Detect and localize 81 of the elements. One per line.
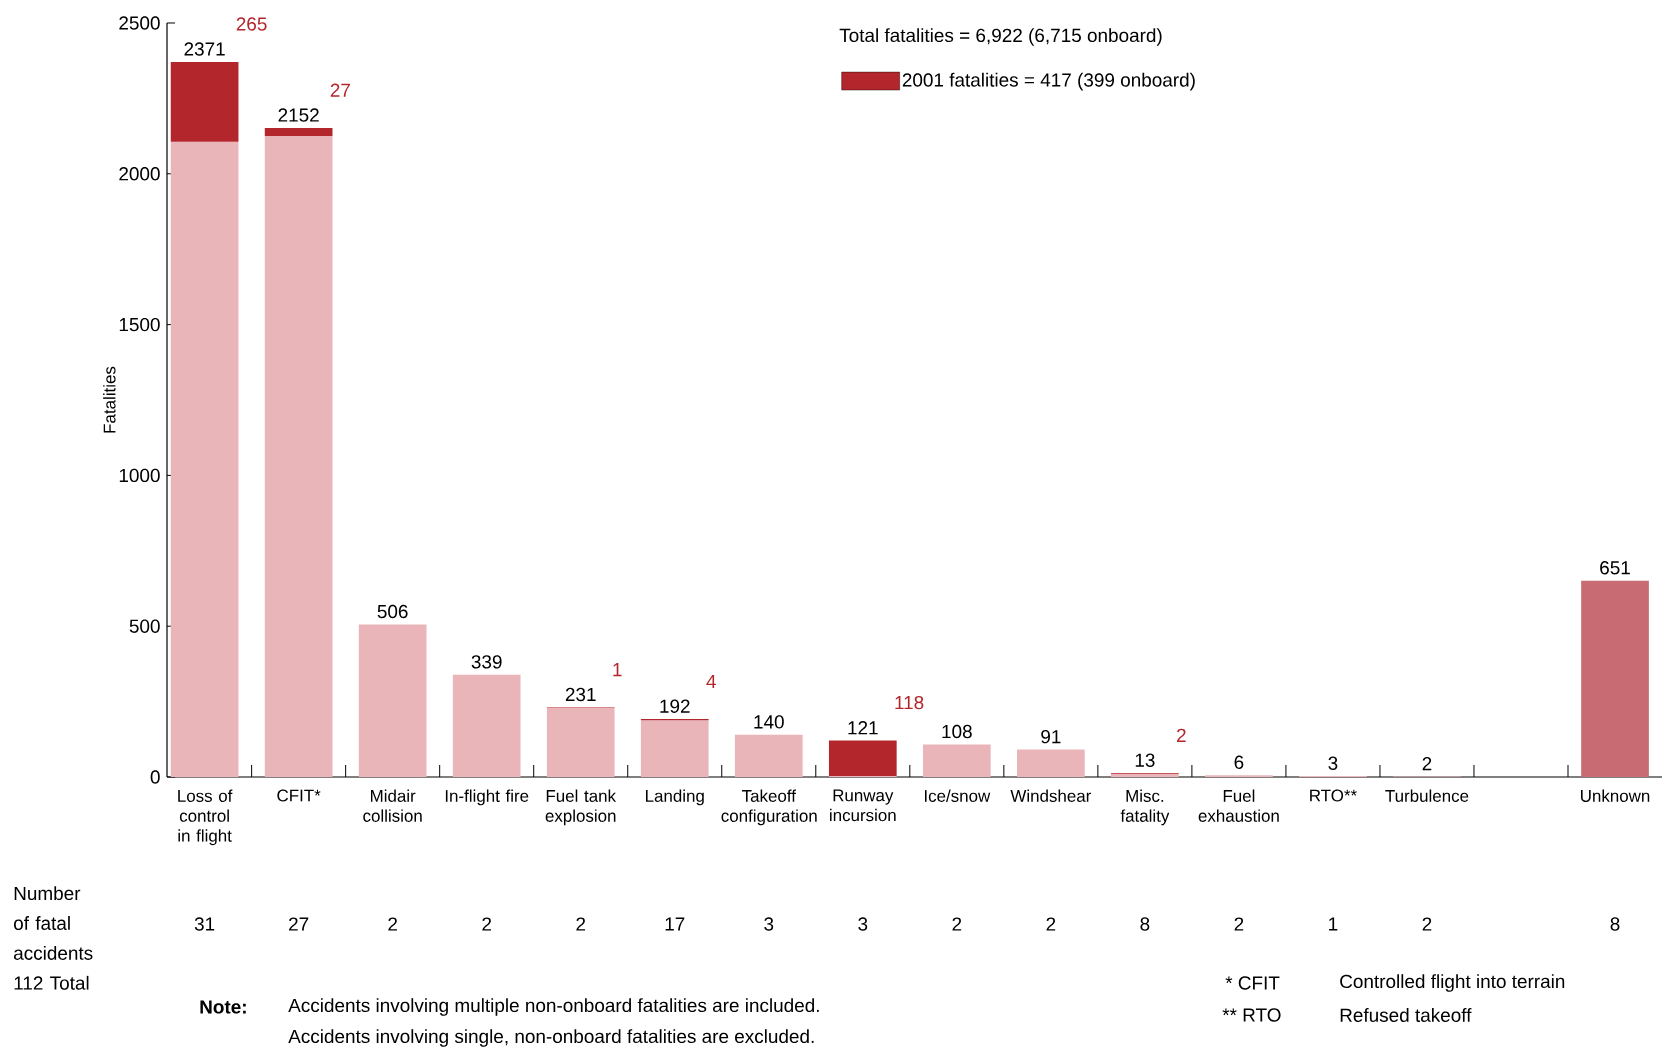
bar bbox=[922, 744, 991, 777]
text: ** RTO bbox=[1222, 1008, 1281, 1022]
bar bbox=[358, 624, 427, 777]
text: 2 bbox=[1234, 917, 1244, 931]
x-tick-label: Landing bbox=[646, 789, 704, 806]
x-tick-label: Windshear bbox=[1010, 789, 1092, 802]
x-tick-label: CFIT* bbox=[277, 789, 321, 802]
text: 1 bbox=[1329, 917, 1338, 931]
bar bbox=[170, 61, 239, 142]
text: Accidents involving single, non-onboard fatalities are excluded. bbox=[288, 1029, 814, 1047]
text: 2 bbox=[576, 917, 586, 931]
text: Accidents involving multiple non-onboard fatalities are included. bbox=[288, 998, 819, 1016]
bar bbox=[1017, 749, 1085, 777]
text: Refused takeoff bbox=[1340, 1008, 1472, 1022]
y-tick-label: 1500 bbox=[119, 317, 160, 332]
total-label: 13 bbox=[1135, 753, 1155, 767]
y-tick-label: 2000 bbox=[119, 167, 160, 181]
bar bbox=[546, 707, 615, 777]
x-tick-label: Fuel tank explosion bbox=[545, 789, 617, 826]
text: Note: bbox=[200, 1000, 246, 1014]
data-label: 27 bbox=[330, 83, 350, 97]
text: 8 bbox=[1610, 917, 1620, 931]
data-label: 118 bbox=[895, 695, 924, 710]
bar bbox=[1581, 580, 1649, 777]
data-label: 1 bbox=[613, 663, 622, 677]
bar bbox=[734, 734, 803, 777]
text: 2 bbox=[1046, 917, 1056, 931]
total-label: 651 bbox=[1600, 561, 1630, 575]
bar bbox=[640, 720, 709, 777]
total-label: 2152 bbox=[278, 108, 319, 122]
y-tick-label: 500 bbox=[129, 619, 160, 633]
text: * CFIT bbox=[1225, 976, 1280, 990]
total-label: 108 bbox=[942, 724, 972, 739]
bar bbox=[264, 127, 333, 137]
total-label: 91 bbox=[1041, 729, 1061, 744]
total-label: 6 bbox=[1234, 755, 1244, 769]
total-label: 3 bbox=[1328, 756, 1338, 770]
annotation: Total fatalities = 6,922 (6,715 onboard) bbox=[839, 28, 1162, 46]
total-label: 121 bbox=[848, 721, 878, 735]
text: 2 bbox=[952, 917, 962, 931]
x-tick-label: Loss of control in flight bbox=[178, 789, 233, 846]
data-label: 4 bbox=[706, 674, 716, 688]
x-tick-label: Fuel exhaustion bbox=[1198, 789, 1279, 822]
x-tick-label: Takeoff configuration bbox=[721, 789, 817, 826]
text: 27 bbox=[289, 917, 309, 931]
x-tick-label: Misc. fatality bbox=[1120, 789, 1170, 826]
y-tick-label: 0 bbox=[150, 770, 160, 784]
total-label: 231 bbox=[565, 687, 596, 702]
text: 2 bbox=[1422, 917, 1432, 931]
total-label: 2 bbox=[1422, 756, 1432, 771]
data-label: 2 bbox=[1177, 728, 1186, 742]
text: 2 bbox=[388, 917, 397, 931]
x-tick-label: Turbulence bbox=[1385, 789, 1469, 802]
bar bbox=[452, 674, 521, 777]
y-axis-title: Fatalities bbox=[103, 366, 116, 433]
bar bbox=[170, 141, 239, 777]
x-tick-label: Runway incursion bbox=[830, 789, 896, 822]
data-label: 265 bbox=[236, 17, 267, 31]
total-label: 339 bbox=[471, 655, 502, 669]
y-tick-label: 2500 bbox=[119, 16, 160, 30]
x-tick-label: In-flight fire bbox=[445, 789, 529, 806]
text: Number of fatal accidents 112 Total bbox=[14, 886, 93, 990]
total-label: 506 bbox=[377, 604, 408, 619]
total-label: 140 bbox=[754, 715, 784, 729]
text: Controlled flight into terrain bbox=[1340, 974, 1565, 992]
text: 3 bbox=[764, 917, 774, 931]
text: 31 bbox=[194, 917, 215, 931]
text: 3 bbox=[858, 917, 868, 931]
bar bbox=[828, 740, 897, 777]
x-tick-label: Ice/snow bbox=[924, 789, 991, 802]
x-tick-label: Unknown bbox=[1581, 789, 1650, 802]
text: 17 bbox=[665, 917, 685, 931]
text: 8 bbox=[1140, 917, 1150, 931]
x-tick-label: Midair collision bbox=[363, 789, 422, 822]
total-label: 192 bbox=[660, 699, 690, 713]
legend-label: 2001 fatalities = 417 (399 onboard) bbox=[902, 72, 1195, 91]
total-label: 2371 bbox=[184, 42, 225, 56]
y-tick-label: 1000 bbox=[119, 468, 160, 483]
text: 2 bbox=[482, 917, 492, 931]
bar bbox=[264, 136, 333, 777]
x-tick-label: RTO** bbox=[1310, 789, 1357, 802]
